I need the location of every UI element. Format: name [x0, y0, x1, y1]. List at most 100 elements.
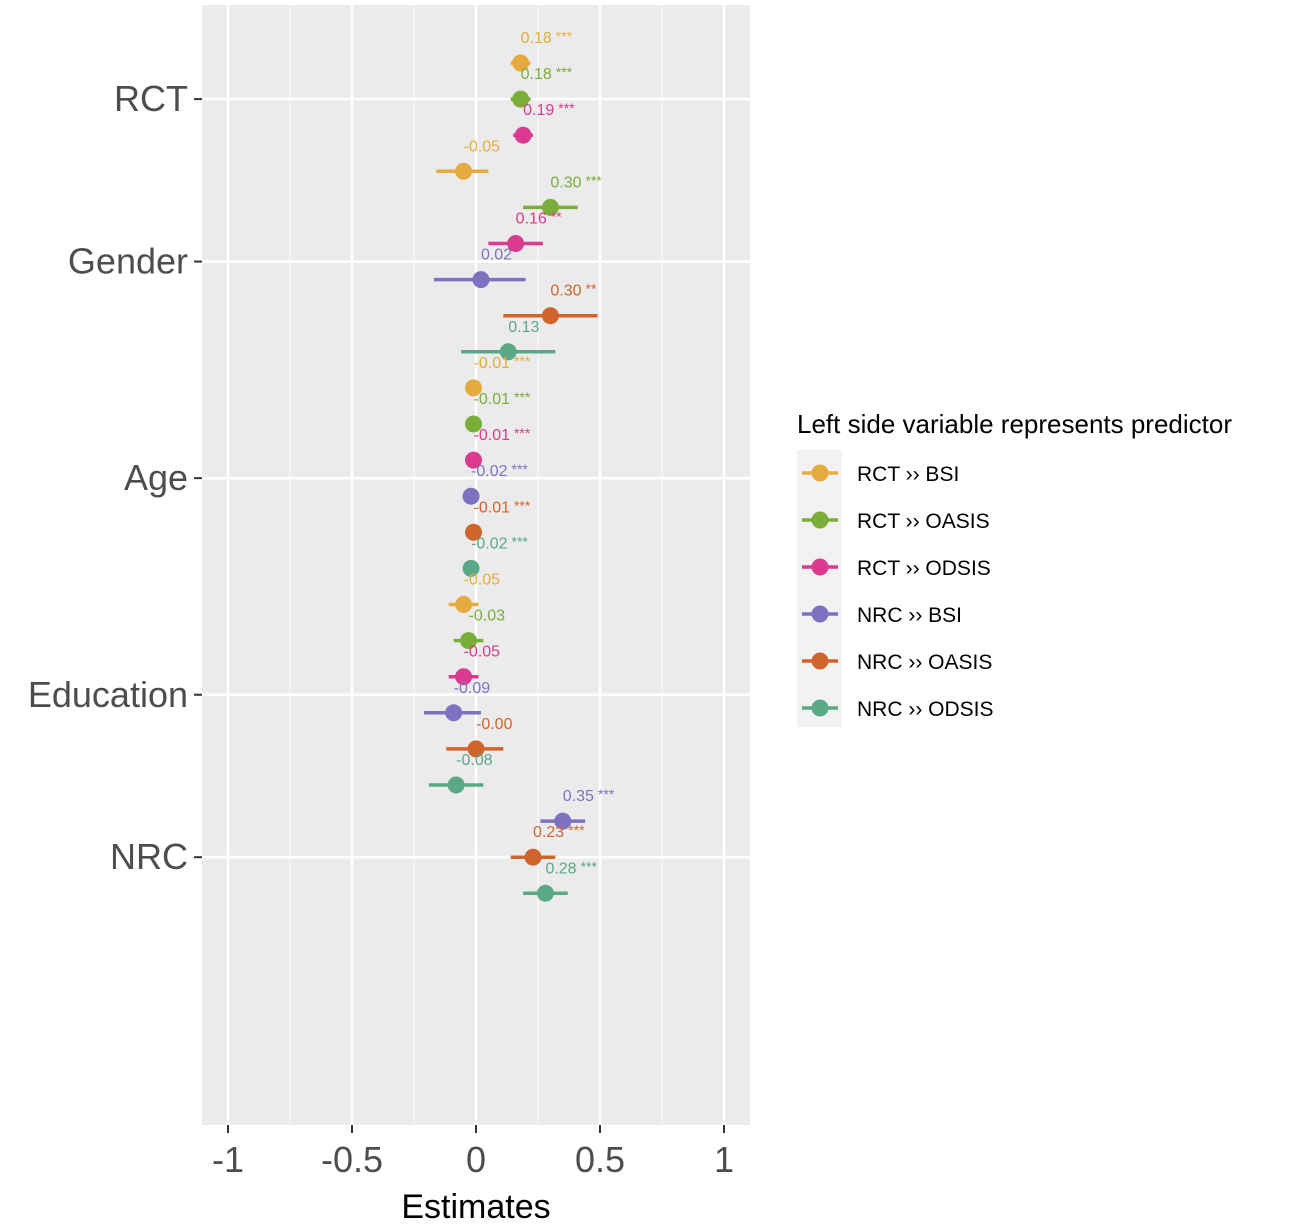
y-tick-label: Age	[124, 457, 188, 498]
estimate-value: 0.30	[550, 283, 581, 300]
estimate-row: 0.02	[433, 247, 526, 289]
estimate-point	[465, 523, 483, 541]
legend-title: Left side variable represents predictor	[797, 409, 1232, 439]
x-axis: -1 -0.5 0 0.5 1	[212, 1125, 734, 1180]
estimate-point	[541, 307, 559, 325]
x-tick-label: -0.5	[321, 1139, 383, 1180]
estimate-label: -0.00	[476, 716, 513, 733]
legend-label: NRC ›› BSI	[857, 604, 962, 627]
estimate-row: -0.08	[428, 752, 493, 794]
estimate-label: -0.02 ***	[471, 461, 528, 480]
estimate-point	[541, 198, 559, 216]
estimate-point	[465, 451, 483, 469]
estimate-value: 0.30	[550, 174, 581, 191]
legend-item: RCT ›› ODSIS	[802, 557, 991, 580]
estimate-label: 0.19 ***	[523, 100, 575, 119]
estimate-label: -0.01 ***	[474, 389, 531, 408]
estimate-row: 0.23 ***	[510, 822, 585, 866]
significance-stars: ***	[514, 389, 531, 405]
estimate-value: 0.19	[523, 102, 554, 119]
significance-stars: ***	[558, 100, 575, 116]
y-axis: RCT Gender Age Education NRC	[28, 78, 202, 877]
estimate-label: -0.08	[456, 752, 493, 769]
estimate-row: 0.18 ***	[510, 28, 573, 72]
estimate-point	[465, 379, 483, 397]
estimate-point	[536, 884, 554, 902]
legend-key-point	[811, 652, 829, 670]
estimate-point	[554, 812, 572, 830]
legend-key-background	[797, 450, 842, 727]
estimate-value: 0.28	[545, 860, 576, 877]
estimate-row: -0.02 ***	[462, 533, 528, 577]
significance-stars: ***	[568, 822, 585, 838]
estimate-point	[524, 848, 542, 866]
estimate-value: -0.01	[474, 427, 511, 444]
estimate-value: -0.05	[464, 572, 501, 589]
estimate-value: 0.18	[521, 30, 552, 47]
estimate-value: -0.02	[471, 463, 508, 480]
estimate-label: -0.02 ***	[471, 533, 528, 552]
estimate-point	[499, 343, 517, 361]
significance-stars: ***	[598, 786, 615, 802]
estimate-label: -0.09	[454, 680, 491, 697]
estimate-row: 0.18 ***	[510, 64, 573, 108]
significance-stars: ***	[514, 497, 531, 513]
significance-stars: ***	[556, 28, 573, 44]
legend-item: RCT ›› BSI	[802, 463, 959, 486]
estimate-point	[514, 126, 532, 144]
estimate-value: -0.00	[476, 716, 513, 733]
estimate-value: 0.23	[533, 824, 564, 841]
estimate-value: 0.35	[563, 788, 594, 805]
estimate-row: 0.19 ***	[513, 100, 575, 144]
estimate-label: -0.01 ***	[474, 425, 531, 444]
y-tick-label: NRC	[110, 836, 188, 877]
estimate-row: -0.05	[436, 138, 500, 180]
x-tick-label: -1	[212, 1139, 244, 1180]
legend-label: RCT ›› BSI	[857, 463, 959, 486]
estimate-row: -0.01 ***	[465, 497, 531, 541]
estimate-value: 0.13	[508, 319, 539, 336]
legend-label: NRC ›› OASIS	[857, 651, 992, 674]
estimate-row: 0.35 ***	[540, 786, 615, 830]
estimate-row: -0.01 ***	[465, 425, 531, 469]
estimate-point	[512, 90, 530, 108]
significance-stars: ***	[514, 425, 531, 441]
estimate-label: -0.01 ***	[474, 353, 531, 372]
legend-label: RCT ›› OASIS	[857, 510, 990, 533]
x-axis-title: Estimates	[401, 1188, 550, 1226]
estimate-value: 0.02	[481, 247, 512, 264]
estimate-point	[445, 704, 463, 722]
estimate-row: -0.09	[423, 680, 491, 722]
estimate-label: 0.18 ***	[521, 28, 573, 47]
estimate-label: 0.28 ***	[545, 858, 597, 877]
estimate-point	[512, 54, 530, 72]
estimate-row: -0.01 ***	[465, 389, 531, 433]
legend-key-point	[811, 605, 829, 623]
x-tick-label: 1	[714, 1139, 734, 1180]
estimate-point	[467, 740, 485, 758]
estimate-row: 0.13	[461, 319, 556, 361]
estimate-point	[447, 776, 465, 794]
estimate-row: -0.05	[448, 644, 500, 686]
estimate-label: -0.01 ***	[474, 497, 531, 516]
significance-stars: ***	[514, 353, 531, 369]
legend-item: NRC ›› OASIS	[802, 651, 992, 674]
estimate-label: 0.30 **	[550, 281, 597, 300]
estimate-point	[455, 162, 473, 180]
estimate-marks: 0.18 ***0.18 ***0.19 ***-0.050.30 ***0.16 **0…	[423, 28, 615, 902]
estimate-value: -0.03	[469, 608, 506, 625]
estimate-value: -0.02	[471, 535, 508, 552]
legend: Left side variable represents predictor …	[797, 409, 1232, 727]
estimate-label: 0.30 ***	[550, 172, 602, 191]
legend-item: RCT ›› OASIS	[802, 510, 990, 533]
estimate-row: -0.00	[446, 716, 513, 758]
x-tick-label: 0.5	[575, 1139, 625, 1180]
estimate-value: -0.08	[456, 752, 493, 769]
estimate-row: -0.02 ***	[462, 461, 528, 505]
legend-label: NRC ›› ODSIS	[857, 698, 994, 721]
estimate-point	[460, 632, 478, 650]
estimate-value: -0.01	[474, 391, 511, 408]
significance-stars: **	[551, 209, 562, 225]
estimate-value: -0.01	[474, 499, 511, 516]
estimate-label: 0.18 ***	[521, 64, 573, 83]
